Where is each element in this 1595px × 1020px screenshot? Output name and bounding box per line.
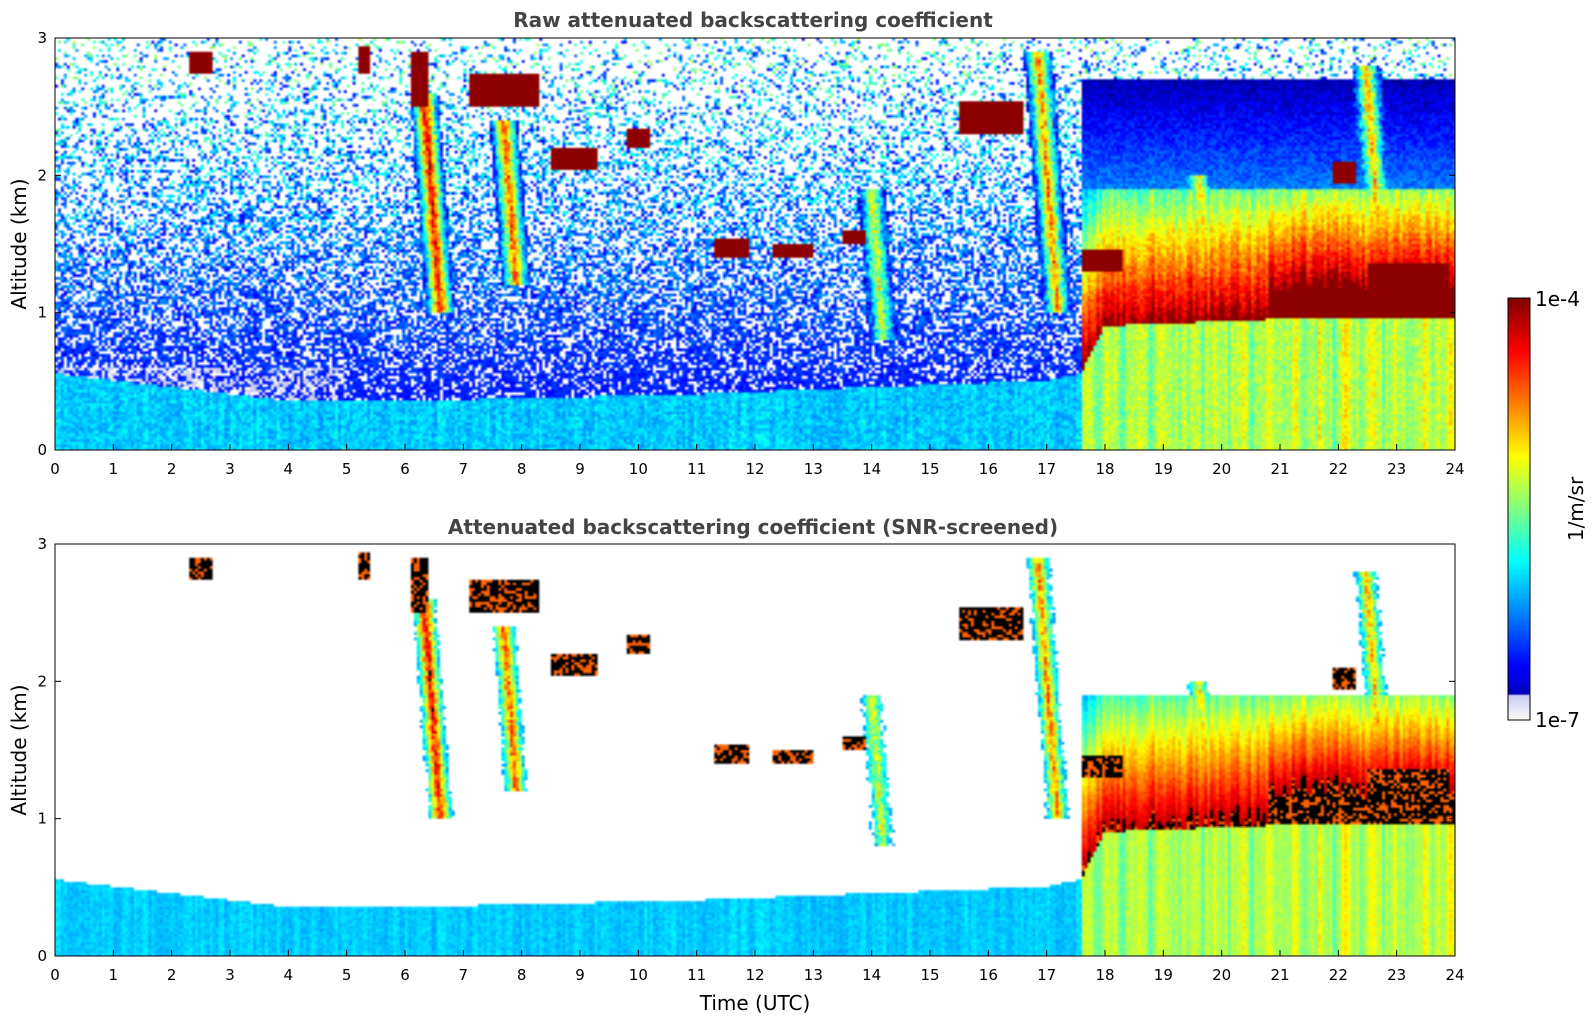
screened-heatmap (55, 544, 1455, 956)
x-tick-label: 14 (862, 460, 881, 478)
colorbar-unit-label: 1/m/sr (1564, 476, 1588, 541)
screened-x-ticks: 0 1 2 3 4 5 6 7 8 9 10 11 12 13 14 15 16 17 18 19 20 21 22 23 24 (50, 950, 1465, 984)
colorbar: 1e-4 1e-7 1/m/sr (1507, 287, 1588, 732)
x-tick-label: 21 (1270, 966, 1289, 984)
x-tick-label: 20 (1212, 460, 1231, 478)
x-tick-label: 16 (979, 460, 998, 478)
x-tick-label: 11 (687, 460, 706, 478)
x-tick-label: 3 (225, 966, 235, 984)
raw-y-axis-label: Altitude (km) (7, 178, 31, 309)
x-tick-label: 7 (459, 966, 469, 984)
x-tick-label: 0 (50, 966, 60, 984)
x-tick-label: 10 (629, 460, 648, 478)
x-tick-label: 22 (1329, 460, 1348, 478)
x-tick-label: 4 (284, 460, 294, 478)
raw-panel-title: Raw attenuated backscattering coefficien… (513, 8, 993, 32)
y-tick-label: 1 (37, 810, 47, 828)
x-tick-label: 22 (1329, 966, 1348, 984)
screened-y-ticks: 0 1 2 3 (37, 535, 1455, 965)
x-tick-label: 5 (342, 460, 352, 478)
x-tick-label: 19 (1154, 966, 1173, 984)
x-tick-label: 18 (1095, 966, 1114, 984)
x-tick-label: 3 (225, 460, 235, 478)
x-tick-label: 17 (1037, 966, 1056, 984)
x-tick-label: 7 (459, 460, 469, 478)
x-axis-label: Time (UTC) (699, 991, 811, 1015)
screened-panel-title: Attenuated backscattering coefficient (S… (448, 515, 1058, 539)
x-tick-label: 14 (862, 966, 881, 984)
y-tick-label: 3 (37, 535, 47, 553)
x-tick-label: 12 (745, 966, 764, 984)
x-tick-label: 16 (979, 966, 998, 984)
x-tick-label: 23 (1387, 966, 1406, 984)
x-tick-label: 12 (745, 460, 764, 478)
x-tick-label: 24 (1445, 460, 1464, 478)
x-tick-label: 21 (1270, 460, 1289, 478)
colorbar-min-label: 1e-7 (1535, 708, 1580, 732)
x-tick-label: 5 (342, 966, 352, 984)
y-tick-label: 0 (37, 947, 47, 965)
x-tick-label: 10 (629, 966, 648, 984)
x-tick-label: 15 (920, 966, 939, 984)
x-tick-label: 24 (1445, 966, 1464, 984)
x-tick-label: 17 (1037, 460, 1056, 478)
x-tick-label: 9 (575, 460, 585, 478)
x-tick-label: 1 (109, 966, 119, 984)
colorbar-max-label: 1e-4 (1535, 287, 1580, 311)
x-tick-label: 8 (517, 460, 527, 478)
raw-x-ticks: 0 1 2 3 4 5 6 7 8 9 10 11 12 13 14 15 16 17 18 19 20 21 22 23 24 (50, 444, 1465, 478)
raw-y-ticks: 0 1 2 3 (37, 29, 1455, 459)
x-tick-label: 6 (400, 460, 410, 478)
y-tick-label: 2 (37, 672, 47, 690)
x-tick-label: 8 (517, 966, 527, 984)
x-tick-label: 4 (284, 966, 294, 984)
x-tick-label: 15 (920, 460, 939, 478)
x-tick-label: 23 (1387, 460, 1406, 478)
x-tick-label: 11 (687, 966, 706, 984)
y-tick-label: 0 (37, 441, 47, 459)
x-tick-label: 18 (1095, 460, 1114, 478)
x-tick-label: 20 (1212, 966, 1231, 984)
x-tick-label: 13 (804, 460, 823, 478)
y-tick-label: 2 (37, 166, 47, 184)
x-tick-label: 2 (167, 966, 177, 984)
colorbar-gradient (1508, 298, 1530, 720)
x-tick-label: 6 (400, 966, 410, 984)
raw-heatmap (55, 38, 1455, 450)
x-tick-label: 13 (804, 966, 823, 984)
x-tick-label: 9 (575, 966, 585, 984)
x-tick-label: 1 (109, 460, 119, 478)
colorbar-frame (1507, 297, 1531, 721)
y-tick-label: 1 (37, 304, 47, 322)
raw-panel: Raw attenuated backscattering coefficien… (7, 8, 1465, 478)
screened-y-axis-label: Altitude (km) (7, 684, 31, 815)
screened-panel: Attenuated backscattering coefficient (S… (7, 515, 1465, 1015)
x-tick-label: 19 (1154, 460, 1173, 478)
x-tick-label: 0 (50, 460, 60, 478)
y-tick-label: 3 (37, 29, 47, 47)
x-tick-label: 2 (167, 460, 177, 478)
